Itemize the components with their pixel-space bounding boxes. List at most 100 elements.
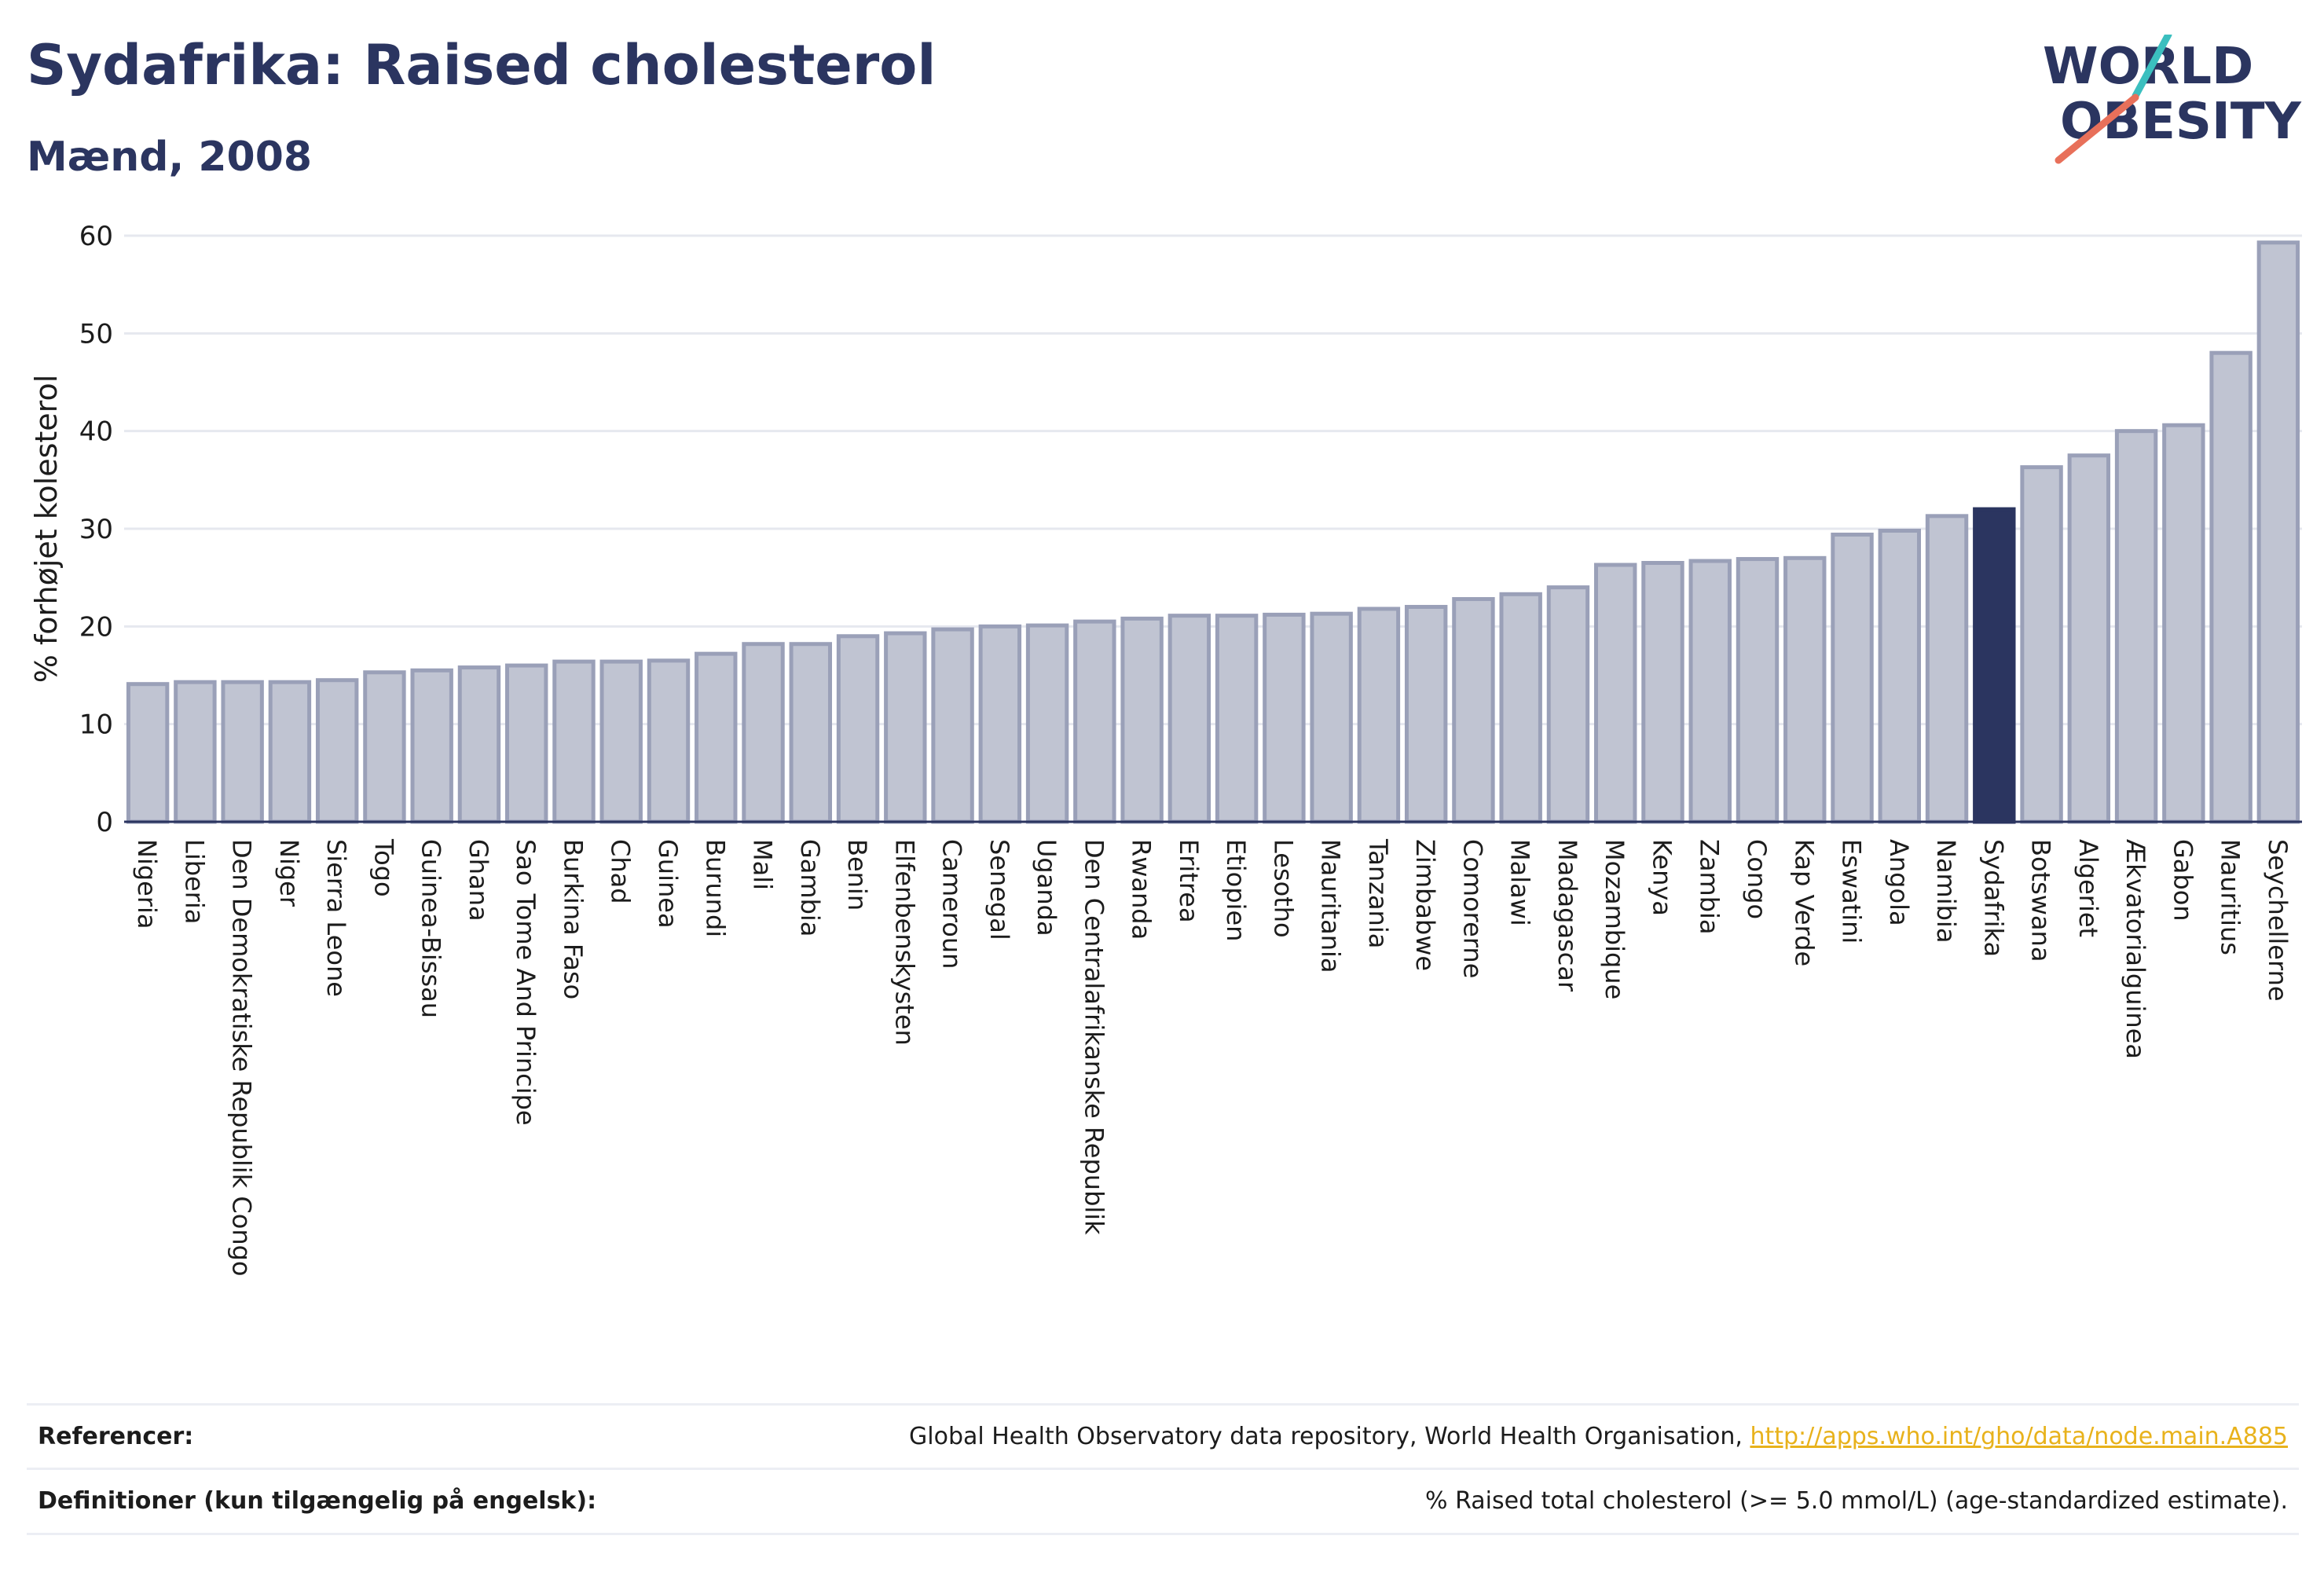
bar <box>2067 453 2111 824</box>
bar <box>1357 607 1401 824</box>
bar <box>884 631 927 824</box>
bar <box>1073 619 1116 824</box>
x-tick-label: Kenya <box>1647 839 1677 916</box>
x-tick-label: Guinea <box>653 839 683 929</box>
bar <box>2020 465 2063 824</box>
x-tick-label: Burkina Faso <box>558 839 588 999</box>
bar <box>836 634 880 824</box>
bar <box>1452 597 1495 824</box>
bar <box>1025 623 1069 824</box>
x-tick-label: Sao Tome And Principe <box>511 839 541 1126</box>
bar <box>2256 240 2300 824</box>
logo-slash-teal <box>2132 35 2172 100</box>
x-tick-label: Benin <box>842 839 872 911</box>
bar <box>931 627 974 824</box>
bar <box>1167 614 1211 824</box>
bar <box>552 659 596 824</box>
references-text: Global Health Observatory data repositor… <box>909 1423 1750 1450</box>
x-tick-label: Zambia <box>1695 839 1725 935</box>
x-tick-label: Zimbabwe <box>1410 839 1440 971</box>
bar <box>1925 514 1969 824</box>
definitions-row: Definitioner (kun tilgængelig på engelsk… <box>27 1468 2299 1535</box>
bar <box>1404 604 1448 824</box>
bar <box>1310 611 1353 824</box>
definitions-value: % Raised total cholesterol (>= 5.0 mmol/… <box>1425 1487 2288 1515</box>
x-tick-label: Nigeria <box>132 839 162 929</box>
chart-title: Sydafrika: Raised cholesterol <box>27 33 937 97</box>
x-tick-label: Chad <box>606 839 636 904</box>
x-tick-label: Den Centralafrikanske Republik <box>1079 839 1109 1235</box>
x-tick-label: Madagascar <box>1552 839 1582 992</box>
bar <box>2162 423 2205 824</box>
references-link[interactable]: http://apps.who.int/gho/data/node.main.A… <box>1750 1423 2288 1450</box>
logo-line2: OBESITY <box>2060 93 2301 151</box>
bar <box>410 668 453 824</box>
bar <box>647 658 691 824</box>
x-tick-label: Burundi <box>700 839 730 937</box>
bar <box>695 651 738 824</box>
x-tick-label: Senegal <box>984 839 1014 940</box>
bar <box>363 670 406 824</box>
bar-chart: 0 10 20 30 40 50 60 Nigeria Liberia Den Demokrat… <box>29 221 2302 1276</box>
x-tick-label: Sydafrika <box>1978 839 2008 957</box>
x-tick-label: Lesotho <box>1268 839 1298 938</box>
x-tick-label: Etiopien <box>1221 839 1251 941</box>
bar <box>978 624 1022 824</box>
x-tick-label: Uganda <box>1032 839 1061 936</box>
x-tick-label: Ghana <box>464 839 493 922</box>
bar <box>742 642 785 824</box>
x-tick-label: Kap Verde <box>1789 839 1819 966</box>
y-tick-label: 0 <box>96 807 113 838</box>
x-tick-label: Niger <box>274 839 304 907</box>
bar-highlighted <box>1973 507 2016 824</box>
y-axis-label: % forhøjet kolesterol <box>29 375 64 684</box>
y-tick-label: 20 <box>79 611 113 643</box>
x-tick-label: Comorerne <box>1457 839 1487 978</box>
bar <box>2114 429 2158 824</box>
y-tick-labels: 0 10 20 30 40 50 60 <box>79 221 113 838</box>
references-row: Referencer: Global Health Observatory da… <box>27 1403 2299 1468</box>
x-tick-label: Sierra Leone <box>321 839 351 997</box>
bar <box>1783 555 1827 824</box>
x-tick-label: Malawi <box>1505 839 1535 926</box>
bar <box>1546 585 1590 824</box>
x-tick-label: Ækvatorialguinea <box>2121 839 2150 1059</box>
bar <box>505 663 548 824</box>
references-label: Referencer: <box>38 1423 194 1450</box>
bar <box>1120 616 1164 824</box>
x-tick-label: Tanzania <box>1363 838 1393 948</box>
chart-subtitle: Mænd, 2008 <box>27 134 313 181</box>
definitions-label: Definitioner (kun tilgængelig på engelsk… <box>38 1487 597 1515</box>
bars <box>126 240 2300 824</box>
x-tick-label: Congo <box>1742 839 1772 919</box>
x-tick-label: Botswana <box>2026 839 2056 962</box>
bar <box>174 680 217 824</box>
bar <box>1688 559 1732 824</box>
x-tick-label: Gambia <box>795 839 825 936</box>
x-tick-label: Togo <box>368 838 398 897</box>
x-tick-label: Gabon <box>2168 839 2198 922</box>
y-tick-label: 60 <box>79 221 113 252</box>
y-tick-label: 40 <box>79 416 113 448</box>
bar <box>789 642 832 824</box>
references-value: Global Health Observatory data repositor… <box>909 1423 2288 1450</box>
bar <box>1594 563 1637 824</box>
x-tick-label: Eritrea <box>1174 839 1204 923</box>
x-tick-label: Eswatini <box>1837 839 1867 944</box>
bar <box>1263 612 1306 824</box>
y-tick-label: 10 <box>79 709 113 741</box>
x-tick-label: Rwanda <box>1127 839 1157 940</box>
bar <box>268 680 312 824</box>
x-tick-label: Algeriet <box>2073 839 2103 937</box>
world-obesity-logo: WORLD OBESITY <box>2043 35 2301 164</box>
bar <box>1736 557 1780 824</box>
x-tick-label: Angola <box>1884 839 1914 926</box>
bar <box>599 659 643 824</box>
x-tick-label: Guinea-Bissau <box>416 839 446 1018</box>
x-tick-label: Mauritius <box>2216 839 2245 955</box>
x-tick-label: Cameroun <box>937 839 967 969</box>
bar <box>457 665 501 824</box>
bar <box>1878 528 1921 824</box>
bar <box>1215 614 1259 824</box>
x-tick-label: Liberia <box>179 839 209 924</box>
